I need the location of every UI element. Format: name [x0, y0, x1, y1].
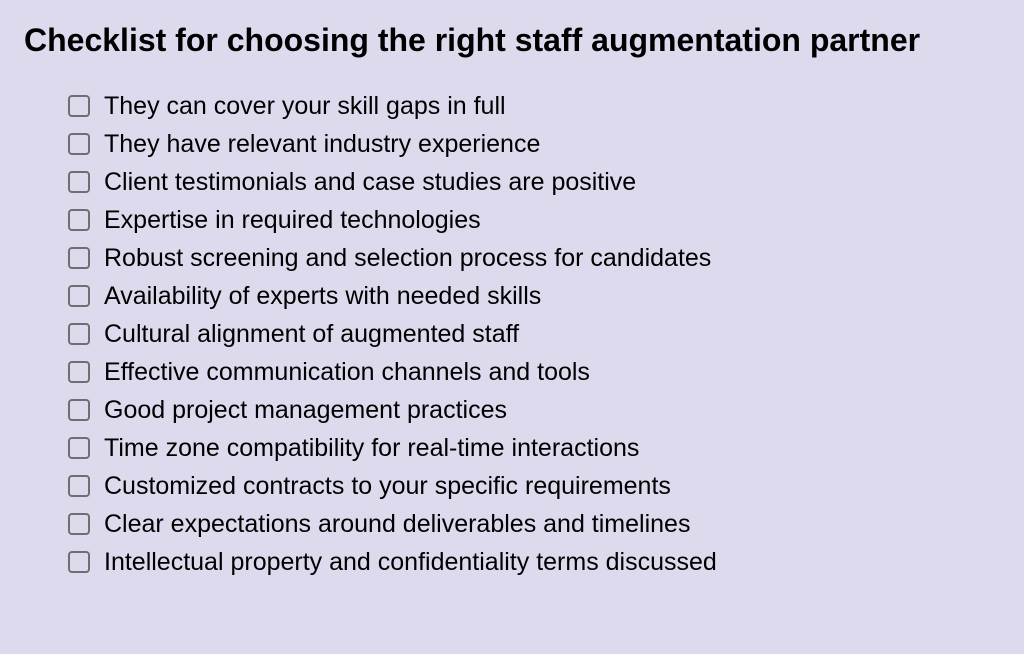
checkbox-icon[interactable]: [68, 361, 90, 383]
checklist-item: Expertise in required technologies: [68, 201, 1000, 239]
checkbox-icon[interactable]: [68, 323, 90, 345]
checkbox-icon[interactable]: [68, 475, 90, 497]
checkbox-icon[interactable]: [68, 209, 90, 231]
page-title: Checklist for choosing the right staff a…: [24, 22, 1000, 59]
checklist-item: Robust screening and selection process f…: [68, 239, 1000, 277]
checklist-item-label: Effective communication channels and too…: [104, 358, 590, 387]
checklist-item-label: They can cover your skill gaps in full: [104, 92, 506, 121]
checklist-item-label: Customized contracts to your specific re…: [104, 472, 671, 501]
checkbox-icon[interactable]: [68, 285, 90, 307]
checklist-item-label: Client testimonials and case studies are…: [104, 168, 636, 197]
checklist-item: Intellectual property and confidentialit…: [68, 543, 1000, 581]
checkbox-icon[interactable]: [68, 399, 90, 421]
checklist-item: Availability of experts with needed skil…: [68, 277, 1000, 315]
checklist-item-label: Good project management practices: [104, 396, 507, 425]
checkbox-icon[interactable]: [68, 133, 90, 155]
checklist-item-label: Clear expectations around deliverables a…: [104, 510, 690, 539]
checklist-item-label: Cultural alignment of augmented staff: [104, 320, 519, 349]
checklist-item: They have relevant industry experience: [68, 125, 1000, 163]
checkbox-icon[interactable]: [68, 551, 90, 573]
checklist-item: Effective communication channels and too…: [68, 353, 1000, 391]
checklist-item: Client testimonials and case studies are…: [68, 163, 1000, 201]
checklist-item: They can cover your skill gaps in full: [68, 87, 1000, 125]
checklist: They can cover your skill gaps in full Th…: [24, 87, 1000, 581]
checkbox-icon[interactable]: [68, 171, 90, 193]
checklist-item-label: Time zone compatibility for real-time in…: [104, 434, 639, 463]
checklist-item: Good project management practices: [68, 391, 1000, 429]
checklist-item: Time zone compatibility for real-time in…: [68, 429, 1000, 467]
checklist-item-label: Expertise in required technologies: [104, 206, 481, 235]
checklist-item: Clear expectations around deliverables a…: [68, 505, 1000, 543]
checklist-item-label: Intellectual property and confidentialit…: [104, 548, 717, 577]
checklist-item-label: They have relevant industry experience: [104, 130, 540, 159]
checkbox-icon[interactable]: [68, 247, 90, 269]
checkbox-icon[interactable]: [68, 513, 90, 535]
checkbox-icon[interactable]: [68, 437, 90, 459]
checklist-item-label: Availability of experts with needed skil…: [104, 282, 541, 311]
checkbox-icon[interactable]: [68, 95, 90, 117]
checklist-item: Customized contracts to your specific re…: [68, 467, 1000, 505]
checklist-item: Cultural alignment of augmented staff: [68, 315, 1000, 353]
checklist-item-label: Robust screening and selection process f…: [104, 244, 711, 273]
